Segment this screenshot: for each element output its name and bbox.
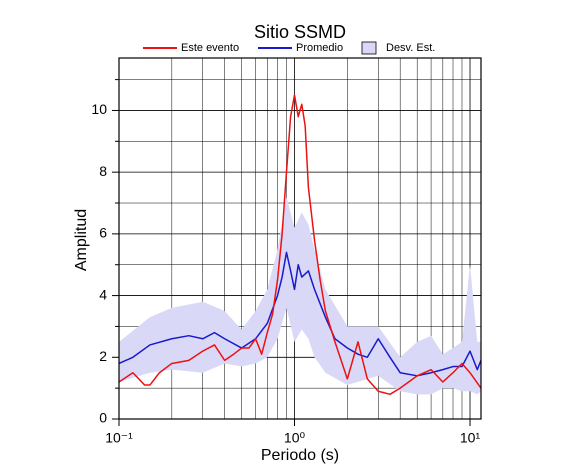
y-tick-label: 4 (99, 286, 107, 302)
x-axis-label: Periodo (s) (261, 447, 339, 464)
series-line (118, 94, 482, 396)
x-tick-label: 10¹ (460, 430, 481, 446)
y-axis-label: Amplitud (73, 209, 90, 271)
x-tick-label: 10⁻¹ (105, 430, 133, 446)
std-band (119, 196, 481, 395)
y-tick-label: 2 (99, 348, 107, 364)
legend-label: Promedio (296, 42, 343, 54)
chart-title: Sitio SSMD (254, 22, 346, 42)
y-tick-label: 6 (99, 225, 107, 241)
legend-label: Este evento (181, 42, 239, 54)
legend-swatch (361, 41, 377, 55)
y-tick-label: 8 (99, 163, 107, 179)
y-tick-label: 10 (91, 101, 107, 117)
x-tick-label: 10⁰ (284, 430, 306, 446)
plot-frame (118, 57, 482, 420)
legend-label: Desv. Est. (386, 42, 435, 54)
y-tick-label: 0 (99, 410, 107, 426)
